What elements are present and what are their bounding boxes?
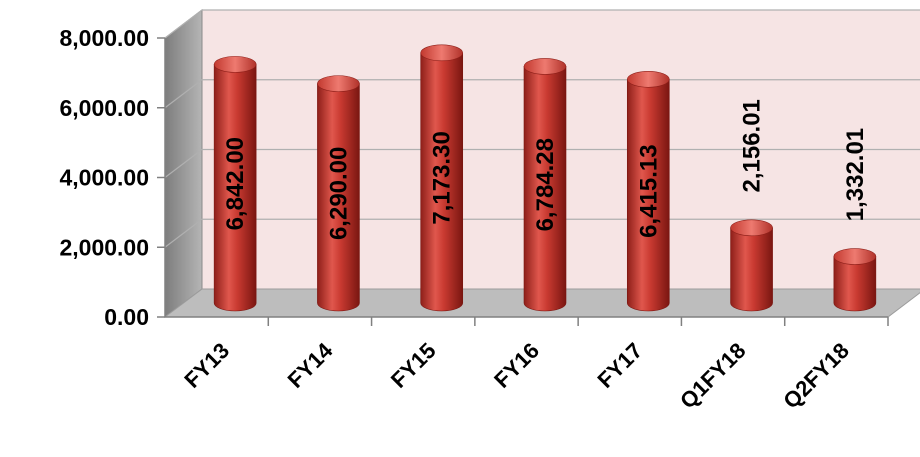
y-tick-label: 6,000.00 <box>59 95 149 121</box>
bar-body <box>213 64 257 312</box>
y-tick-label: 2,000.00 <box>59 234 149 260</box>
axes <box>157 37 889 326</box>
gridline <box>164 9 920 39</box>
bar-top <box>420 44 464 62</box>
bars: 6,842.00 6,290.00 7,173.30 6,784.28 6,415.13… <box>213 44 877 312</box>
x-tick-label: FY16 <box>489 338 544 393</box>
bar-top <box>833 248 877 265</box>
y-tick-label: 0.00 <box>104 304 149 330</box>
bar-body <box>420 52 464 312</box>
x-tick-label: FY13 <box>179 338 234 393</box>
bar-FY16: 6,784.28 <box>523 58 567 312</box>
data-label: 1,332.01 <box>842 128 869 221</box>
gridlines <box>164 9 920 248</box>
bar-body <box>523 66 567 312</box>
bar-body <box>730 227 773 312</box>
bar-FY13: 6,842.00 <box>213 56 257 312</box>
x-axis-tick-labels: FY13 FY14 FY15 FY16 FY17 Q1FY18 Q2FY18 <box>179 337 854 413</box>
bar-Q2FY18: 1,332.01 <box>833 128 877 312</box>
data-label: 6,842.00 <box>222 137 249 230</box>
bar-FY15: 7,173.30 <box>420 44 464 312</box>
bar-Q1FY18: 2,156.01 <box>730 99 773 312</box>
x-tick-label: Q1FY18 <box>675 338 751 414</box>
bar-FY17: 6,415.13 <box>626 70 670 312</box>
bar-top <box>626 70 670 88</box>
x-tick-label: Q2FY18 <box>778 338 854 414</box>
bar-top <box>730 219 773 237</box>
bar-FY14: 6,290.00 <box>317 75 360 312</box>
bar-body <box>317 83 360 312</box>
x-tick-label: FY17 <box>592 338 647 393</box>
data-label: 6,415.13 <box>635 144 662 237</box>
bar-top <box>317 75 360 92</box>
data-label: 6,784.28 <box>532 138 559 231</box>
bar-body <box>833 256 877 312</box>
x-tick-label: FY15 <box>386 338 441 393</box>
gridline <box>164 218 920 248</box>
data-label: 6,290.00 <box>325 147 352 240</box>
bar-top <box>213 56 257 73</box>
bar-body <box>626 78 670 312</box>
y-tick-label: 8,000.00 <box>59 25 149 51</box>
gridline <box>164 79 920 109</box>
data-label: 2,156.01 <box>739 99 766 192</box>
x-tick-label: FY14 <box>283 337 338 392</box>
gridline <box>164 148 920 178</box>
y-axis-tick-labels: 0.00 2,000.00 4,000.00 6,000.00 8,000.00 <box>59 25 149 330</box>
y-tick-label: 4,000.00 <box>59 165 149 191</box>
data-label: 7,173.30 <box>429 131 456 224</box>
bar-top <box>523 58 567 75</box>
